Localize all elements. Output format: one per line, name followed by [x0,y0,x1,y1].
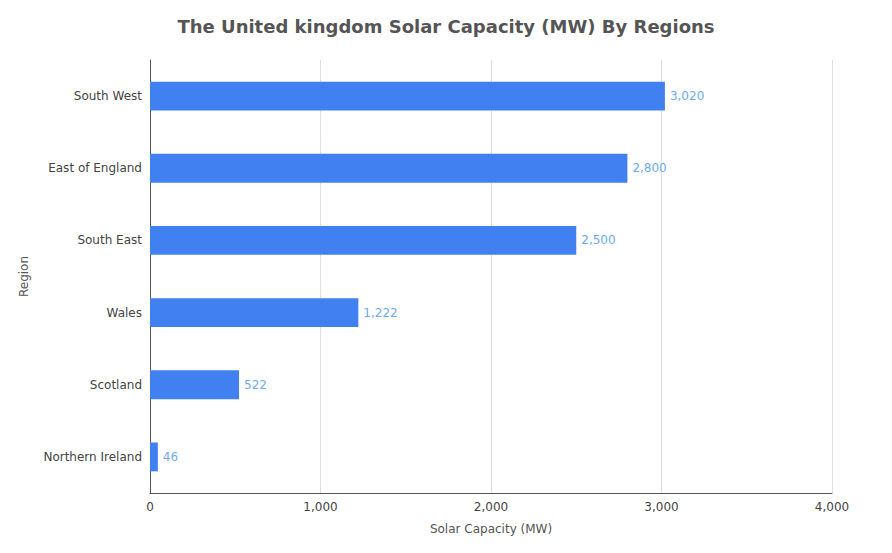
svg-text:3,020: 3,020 [670,89,704,103]
svg-text:0: 0 [146,500,154,514]
svg-text:1,000: 1,000 [303,500,337,514]
svg-text:2,800: 2,800 [632,161,666,175]
svg-text:Scotland: Scotland [90,378,142,392]
svg-text:46: 46 [163,450,178,464]
svg-text:2,500: 2,500 [581,233,615,247]
svg-text:2,000: 2,000 [474,500,508,514]
svg-text:522: 522 [244,378,267,392]
svg-text:Region: Region [17,256,31,297]
svg-text:Northern Ireland: Northern Ireland [43,450,142,464]
svg-text:The United kingdom Solar Capac: The United kingdom Solar Capacity (MW) B… [177,16,714,37]
svg-text:4,000: 4,000 [815,500,849,514]
svg-text:South East: South East [77,233,142,247]
svg-text:Wales: Wales [107,306,142,320]
svg-text:1,222: 1,222 [363,306,397,320]
svg-text:3,000: 3,000 [644,500,678,514]
svg-text:Solar Capacity (MW): Solar Capacity (MW) [430,522,552,536]
svg-text:South West: South West [74,89,142,103]
svg-text:East of England: East of England [48,161,142,175]
